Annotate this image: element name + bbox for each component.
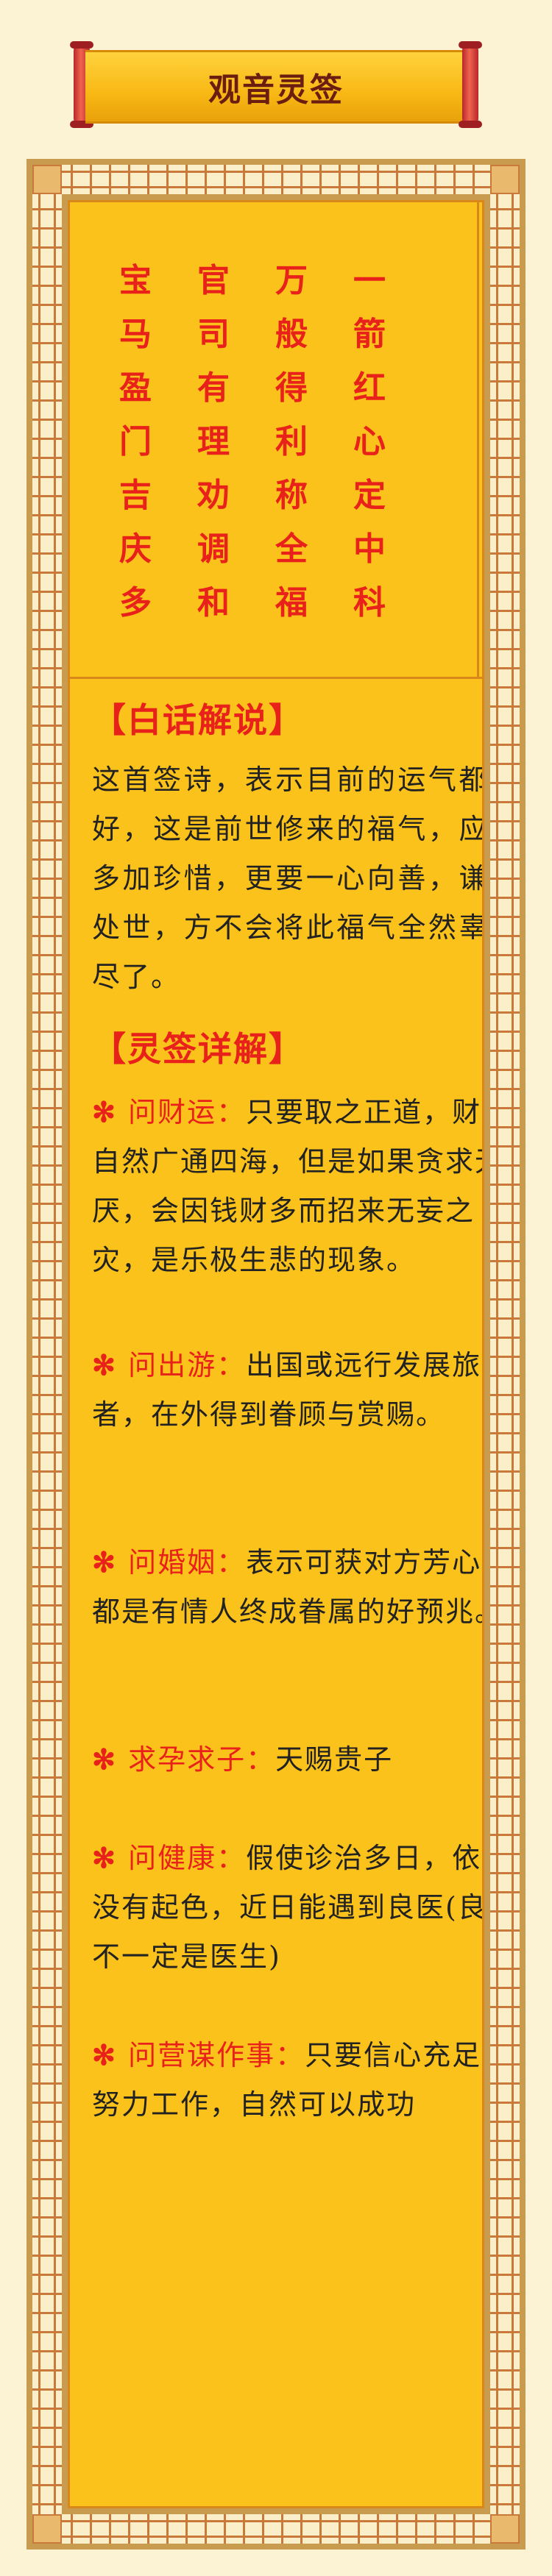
poem-char: 红 [353, 369, 386, 407]
poem-char: 马 [119, 316, 152, 353]
poem-char: 宝 [119, 262, 152, 299]
asterisk-icon: ✻ [92, 1743, 129, 1776]
title-scroll: 观音灵签 [70, 41, 482, 128]
poem-char: 得 [275, 369, 308, 407]
poem-column: 官司有理劝调和 [174, 254, 252, 636]
detail-label: 求孕求子： [128, 1743, 276, 1776]
poem-divider [477, 202, 479, 677]
detail-label: 问婚姻： [128, 1546, 247, 1579]
poem-char: 全 [275, 530, 308, 568]
corner-ornament [32, 2514, 62, 2544]
poem-char: 万 [275, 262, 308, 299]
detail-text: 表示可获对方芳心，都是有情人终成眷属的好预兆。 [92, 1546, 484, 1628]
poem-char: 劝 [197, 477, 230, 514]
section-divider [70, 677, 482, 679]
detail-label: 问出游： [128, 1349, 247, 1381]
title-banner: 观音灵签 [85, 50, 467, 124]
poem-char: 一 [353, 262, 386, 299]
detail-item: ✻ 问婚姻：表示可获对方芳心，都是有情人终成眷属的好预兆。 [92, 1537, 484, 1637]
detail-item: ✻ 问出游：出国或远行发展旅游者，在外得到眷顾与赏赐。 [92, 1340, 482, 1440]
poem-column: 宝马盈门吉庆多 [96, 254, 174, 636]
detail-item: ✻ 问财运：只要取之正道，财源自然广通四海，但是如果贪求无厌，会因钱财多而招来无… [92, 1087, 484, 1285]
poem-char: 称 [275, 477, 308, 514]
poem-column: 一箭红心定中科 [330, 254, 408, 636]
asterisk-icon: ✻ [92, 1841, 129, 1874]
detail-item: ✻ 问营谋作事：只要信心充足，努力工作，自然可以成功 [92, 2030, 482, 2130]
poem-columns: 宝马盈门吉庆多官司有理劝调和万般得利称全福一箭红心定中科 [96, 254, 428, 636]
asterisk-icon: ✻ [92, 1095, 129, 1128]
asterisk-icon: ✻ [92, 1348, 129, 1381]
detail-item: ✻ 求孕求子：天赐贵子 [92, 1734, 482, 1785]
poem-char: 科 [353, 584, 386, 622]
detail-label: 问健康： [128, 1842, 247, 1874]
corner-ornament [490, 165, 520, 194]
sign-number: 第二十四签上上签 [479, 202, 482, 677]
poem-char: 门 [119, 423, 152, 460]
sign-poem: 宝马盈门吉庆多官司有理劝调和万般得利称全福一箭红心定中科 [70, 202, 482, 677]
poem-char: 多 [119, 584, 152, 622]
detail-text: 只要取之正道，财源自然广通四海，但是如果贪求无厌，会因钱财多而招来无妄之灾，是乐… [92, 1096, 484, 1276]
poem-char: 心 [353, 423, 386, 460]
poem-char: 利 [275, 423, 308, 460]
fret-border-top [32, 165, 520, 194]
poem-char: 盈 [119, 369, 152, 407]
asterisk-icon: ✻ [92, 1545, 129, 1579]
poem-char: 定 [353, 477, 386, 514]
explanation-text: 这首签诗，表示目前的运气都很好，这是前世修来的福气，应当多加珍惜，更要一心向善，… [92, 764, 484, 993]
poem-char: 箭 [353, 316, 386, 353]
poem-column: 万般得利称全福 [252, 254, 330, 636]
poem-char: 庆 [119, 530, 152, 568]
poem-char: 调 [197, 530, 230, 568]
poem-char: 有 [197, 369, 230, 407]
poem-char: 官 [197, 262, 230, 299]
detail-text: 出国或远行发展旅游者，在外得到眷顾与赏赐。 [92, 1349, 482, 1431]
section-title-details: 【灵签详解】 [92, 1029, 304, 1069]
poem-char: 福 [275, 584, 308, 622]
fret-border-right [490, 165, 520, 2544]
asterisk-icon: ✻ [92, 2038, 129, 2071]
fret-border-left [32, 165, 62, 2544]
poem-char: 司 [197, 316, 230, 353]
poem-char: 吉 [119, 477, 152, 514]
fret-border-bottom [32, 2514, 520, 2544]
detail-text: 只要信心充足，努力工作，自然可以成功 [92, 2039, 482, 2121]
poem-char: 理 [197, 423, 230, 460]
scroll-rod-right [459, 41, 482, 128]
corner-ornament [32, 165, 62, 194]
detail-label: 问财运： [128, 1096, 247, 1128]
section-title-explanation: 【白话解说】 [92, 700, 304, 740]
detail-label: 问营谋作事： [128, 2039, 305, 2071]
corner-ornament [490, 2514, 520, 2544]
page-title: 观音灵签 [208, 71, 344, 109]
poem-char: 和 [197, 584, 230, 622]
detail-item: ✻ 问健康：假使诊治多日，依然没有起色，近日能遇到良医(良医不一定是医生) [92, 1833, 484, 1982]
poem-char: 中 [353, 530, 386, 568]
poem-char: 般 [275, 316, 308, 353]
detail-text: 假使诊治多日，依然没有起色，近日能遇到良医(良医不一定是医生) [92, 1842, 484, 1973]
detail-text: 天赐贵子 [275, 1743, 394, 1776]
